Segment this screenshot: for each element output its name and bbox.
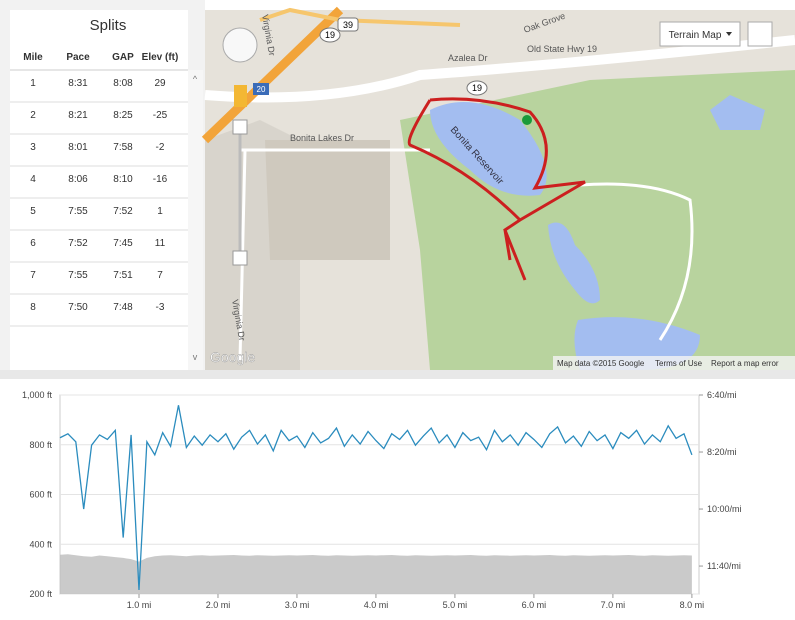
scroll-up[interactable]: ^ (193, 74, 198, 84)
map[interactable]: Bonita Lakes Dr Azalea Dr Old State Hwy … (201, 6, 795, 370)
scrollbar[interactable] (188, 70, 203, 370)
map-footer-link[interactable]: Terms of Use (655, 359, 703, 368)
cell: -3 (156, 302, 165, 313)
map-type-button[interactable]: Terrain Map (659, 21, 741, 47)
cell: 7:51 (113, 270, 133, 281)
column-header: Pace (66, 52, 90, 63)
shield-label: 39 (343, 20, 353, 30)
cell: 7:55 (68, 206, 88, 217)
chart: 200 ft 400 ft 600 ft 800 ft 1,000 ft 6:40/mi 8… (22, 390, 742, 610)
cell: 6 (30, 238, 36, 249)
cell: 8:10 (113, 174, 133, 185)
cell: -2 (156, 142, 165, 153)
road-label: Bonita Lakes Dr (290, 133, 354, 143)
cell: 8:25 (113, 110, 133, 121)
road-label: Azalea Dr (448, 53, 488, 63)
cell: 7 (30, 270, 36, 281)
x-tick-label: 1.0 mi (127, 600, 152, 610)
column-header: Mile (23, 52, 43, 63)
cell: 7:52 (113, 206, 133, 217)
pegman[interactable] (234, 85, 247, 107)
column-header: Elev (ft) (142, 52, 179, 63)
shield: 19 (466, 80, 488, 96)
cell: 1 (30, 78, 36, 89)
lake (548, 222, 600, 304)
cell: 7:55 (68, 270, 88, 281)
shield: 39 (337, 17, 359, 32)
cell: 7:48 (113, 302, 133, 313)
splits-title: Splits (90, 17, 127, 34)
cell: 8:31 (68, 78, 88, 89)
shield-label: 19 (325, 30, 335, 40)
map-footer-link[interactable]: Report a map error (711, 359, 779, 368)
x-tick-label: 6.0 mi (522, 600, 547, 610)
x-tick-label: 5.0 mi (443, 600, 468, 610)
y-tick-label: 400 ft (29, 539, 52, 549)
shield-label: 20 (257, 85, 266, 94)
x-tick-label: 7.0 mi (601, 600, 626, 610)
map-footer-text: Map data ©2015 Google (557, 359, 645, 368)
cell: 2 (30, 110, 36, 121)
cell: 7:52 (68, 238, 88, 249)
map-logo: Google (210, 349, 255, 365)
cell: -16 (153, 174, 168, 185)
x-tick-label: 2.0 mi (206, 600, 231, 610)
cell: 7:45 (113, 238, 133, 249)
cell: 29 (154, 78, 166, 89)
divider[interactable] (0, 370, 795, 379)
cell: 7:50 (68, 302, 88, 313)
start-marker (522, 115, 532, 125)
y-tick-label: 200 ft (29, 589, 52, 599)
highway (259, 7, 461, 27)
pan-control[interactable] (222, 27, 258, 63)
track (407, 97, 586, 281)
y-tick-label: 1,000 ft (22, 390, 53, 400)
cell: -25 (153, 110, 168, 121)
cell: 8:21 (68, 110, 88, 121)
splits-table: Mile Pace GAP Elev (ft) 1 8:31 8:08 29 2 8:21 8:25… (10, 52, 188, 327)
shield: 20 (253, 83, 269, 95)
lake (430, 102, 547, 196)
shield-label: 19 (472, 83, 482, 93)
map-type-label: Terrain Map (669, 30, 722, 41)
y2-tick-label: 11:40/mi (707, 561, 741, 571)
cell: 1 (157, 206, 163, 217)
scroll-down[interactable]: v (193, 352, 198, 362)
road-label: Old State Hwy 19 (527, 44, 597, 54)
x-tick-label: 8.0 mi (680, 600, 705, 610)
cell: 8:06 (68, 174, 88, 185)
map-footer (553, 356, 795, 370)
cell: 4 (30, 174, 36, 185)
cell: 8:01 (68, 142, 88, 153)
x-tick-label: 4.0 mi (364, 600, 389, 610)
y2-tick-label: 6:40/mi (707, 390, 737, 400)
shield: 19 (319, 27, 341, 43)
lake (710, 95, 765, 130)
cell: 8 (30, 302, 36, 313)
cell: 7 (157, 270, 163, 281)
pace-line (59, 405, 693, 591)
splits-table-bg (10, 10, 188, 370)
cell: 5 (30, 206, 36, 217)
cell: 7:58 (113, 142, 133, 153)
cell: 11 (155, 238, 166, 249)
zoom-out[interactable] (232, 250, 248, 266)
y2-tick-label: 10:00/mi (707, 504, 742, 514)
fullscreen-button[interactable] (747, 21, 773, 47)
x-tick-label: 3.0 mi (285, 600, 310, 610)
zoom-in[interactable] (232, 119, 248, 135)
cell: 3 (30, 142, 36, 153)
highway (201, 6, 344, 144)
y2-tick-label: 8:20/mi (707, 447, 737, 457)
elevation-area (60, 554, 692, 594)
road (204, 35, 795, 103)
cell: 8:08 (113, 78, 133, 89)
y-tick-label: 800 ft (29, 440, 52, 450)
y-tick-label: 600 ft (29, 490, 52, 500)
column-header: GAP (112, 52, 134, 63)
land (265, 140, 390, 260)
